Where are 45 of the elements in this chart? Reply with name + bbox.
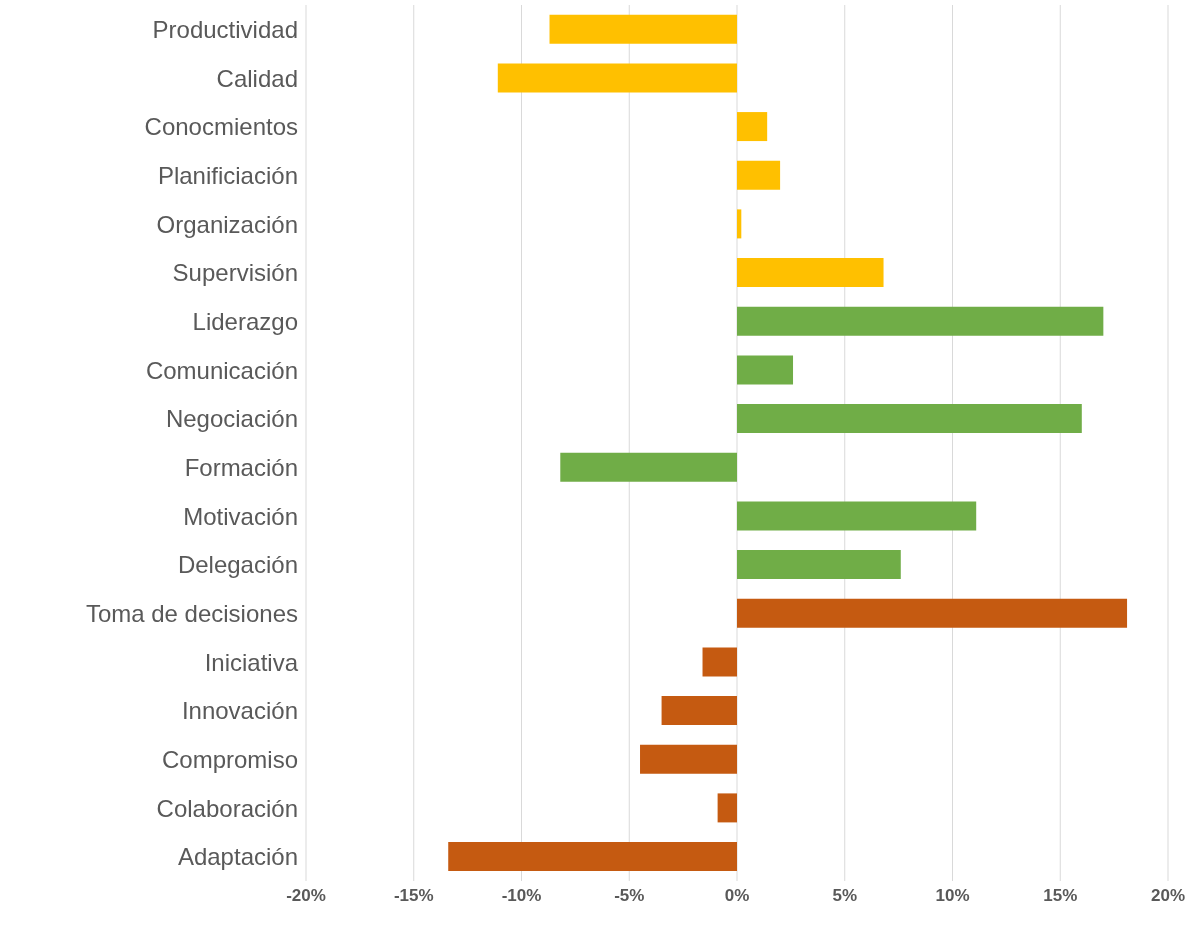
bar	[549, 14, 737, 44]
y-tick-label: Iniciativa	[204, 648, 299, 676]
y-tick-label: Supervisión	[172, 259, 298, 287]
y-tick-label: Adaptación	[177, 843, 298, 871]
y-tick-label: Toma de decisiones	[85, 599, 298, 627]
y-tick-label: Innovación	[181, 697, 298, 725]
x-tick-label: -15%	[393, 886, 434, 906]
x-tick-label: 5%	[832, 886, 858, 906]
bar	[737, 306, 1104, 336]
y-tick-label: Colaboración	[156, 794, 298, 822]
bar	[497, 63, 737, 93]
x-tick-label: 0%	[724, 886, 750, 906]
y-tick-label: Planificiación	[157, 161, 298, 189]
x-tick-label: -10%	[501, 886, 542, 906]
bar	[661, 696, 737, 726]
x-tick-label: 15%	[1043, 886, 1078, 906]
y-tick-label: Organización	[156, 210, 298, 238]
y-tick-label: Liderazgo	[192, 307, 298, 335]
bar	[560, 452, 737, 482]
x-tick-label: -20%	[286, 886, 326, 906]
x-tick-label: -5%	[614, 886, 645, 906]
y-tick-label: Compromiso	[161, 745, 298, 773]
bar	[737, 160, 781, 190]
bar	[448, 842, 737, 872]
y-tick-label: Formación	[184, 453, 298, 481]
bar	[737, 258, 884, 288]
bar	[717, 793, 737, 823]
bar	[737, 598, 1128, 628]
y-tick-label: Motivación	[183, 502, 298, 530]
y-tick-label: Comunicación	[145, 356, 298, 384]
x-tick-label: 20%	[1150, 886, 1186, 906]
y-tick-label: Conocmientos	[144, 113, 298, 141]
y-tick-label: Calidad	[216, 64, 298, 92]
x-tick-label: 10%	[935, 886, 970, 906]
bar	[737, 501, 977, 531]
bar	[640, 744, 737, 774]
bar	[702, 647, 737, 677]
bar	[737, 355, 794, 385]
bar	[737, 209, 742, 239]
bar	[737, 550, 901, 580]
y-tick-label: Productividad	[152, 15, 298, 43]
bar	[737, 112, 768, 142]
bar	[737, 404, 1082, 434]
y-tick-label: Delegación	[177, 551, 298, 579]
y-tick-label: Negociación	[165, 405, 298, 433]
